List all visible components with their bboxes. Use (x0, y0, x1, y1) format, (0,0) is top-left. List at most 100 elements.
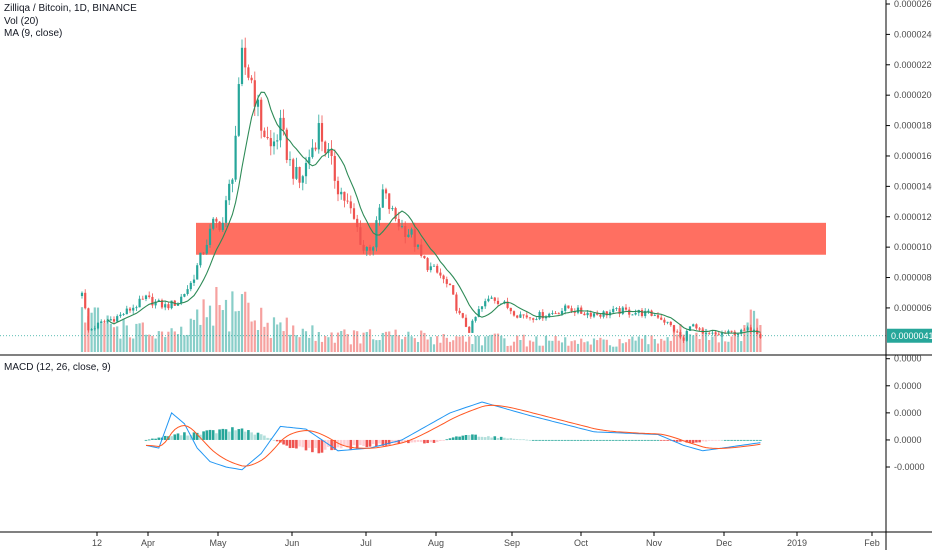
candle-body[interactable] (250, 77, 253, 81)
candle-body[interactable] (612, 308, 615, 313)
candle-body[interactable] (144, 295, 148, 300)
candle-body[interactable] (583, 313, 586, 316)
candle-body[interactable] (106, 320, 109, 322)
candle-body[interactable] (141, 298, 144, 300)
candle-body[interactable] (672, 325, 676, 332)
candle-body[interactable] (541, 312, 544, 319)
candle-body[interactable] (506, 301, 509, 308)
candle-body[interactable] (295, 166, 298, 179)
candle-body[interactable] (717, 333, 720, 335)
candle-body[interactable] (180, 296, 183, 304)
candle-body[interactable] (644, 310, 647, 317)
candle-body[interactable] (586, 312, 589, 316)
candle-body[interactable] (256, 99, 260, 107)
candle-body[interactable] (628, 309, 631, 315)
candle-body[interactable] (420, 244, 423, 256)
candle-body[interactable] (87, 308, 90, 331)
candle-body[interactable] (298, 166, 301, 183)
candle-body[interactable] (429, 266, 432, 271)
candle-body[interactable] (164, 304, 167, 308)
candle-body[interactable] (212, 218, 215, 229)
candle-body[interactable] (512, 311, 516, 316)
candle-body[interactable] (208, 228, 212, 245)
candle-body[interactable] (484, 301, 487, 307)
candle-body[interactable] (119, 314, 122, 317)
candle-body[interactable] (388, 193, 391, 210)
candle-body[interactable] (215, 218, 218, 222)
candle-body[interactable] (477, 309, 480, 317)
candle-body[interactable] (205, 244, 208, 254)
candle-body[interactable] (352, 208, 356, 219)
candle-body[interactable] (730, 330, 733, 332)
candle-body[interactable] (384, 189, 388, 194)
candle-body[interactable] (599, 314, 602, 317)
candle-body[interactable] (653, 315, 656, 317)
candle-body[interactable] (618, 308, 621, 314)
candle-body[interactable] (343, 191, 346, 201)
candle-body[interactable] (416, 244, 420, 247)
candle-body[interactable] (183, 293, 186, 297)
candle-body[interactable] (266, 136, 269, 139)
candle-body[interactable] (308, 157, 311, 164)
candle-body[interactable] (596, 313, 599, 315)
candle-body[interactable] (464, 317, 468, 327)
candle-body[interactable] (756, 330, 759, 335)
candle-body[interactable] (551, 313, 554, 314)
candle-body[interactable] (532, 318, 535, 320)
candle-body[interactable] (381, 189, 384, 208)
candle-body[interactable] (272, 141, 276, 147)
candle-body[interactable] (391, 208, 394, 210)
candle-body[interactable] (496, 300, 500, 304)
candle-body[interactable] (80, 292, 84, 297)
candle-body[interactable] (647, 310, 650, 312)
candle-body[interactable] (116, 316, 119, 322)
candle-body[interactable] (103, 321, 106, 323)
candle-body[interactable] (445, 279, 448, 284)
candle-body[interactable] (439, 272, 442, 276)
candle-body[interactable] (237, 84, 240, 136)
price-pane[interactable] (0, 37, 886, 352)
candle-body[interactable] (666, 321, 669, 323)
candle-body[interactable] (589, 312, 592, 317)
candle-body[interactable] (720, 332, 724, 335)
candle-body[interactable] (493, 297, 496, 301)
candle-body[interactable] (221, 222, 224, 230)
candle-body[interactable] (634, 312, 637, 315)
candle-body[interactable] (471, 320, 474, 333)
candle-body[interactable] (186, 289, 189, 294)
candle-body[interactable] (138, 298, 141, 308)
candle-body[interactable] (698, 328, 701, 330)
candle-body[interactable] (548, 313, 551, 317)
candle-body[interactable] (516, 315, 519, 318)
candle-body[interactable] (564, 305, 567, 311)
candle-body[interactable] (199, 252, 202, 266)
candle-body[interactable] (167, 304, 170, 309)
candle-body[interactable] (394, 208, 397, 219)
candle-body[interactable] (682, 337, 685, 341)
candle-body[interactable] (522, 314, 525, 316)
candle-body[interactable] (727, 330, 730, 334)
macd-pane[interactable] (144, 401, 762, 471)
candle-body[interactable] (410, 229, 413, 235)
candle-body[interactable] (432, 265, 436, 267)
candle-body[interactable] (605, 311, 608, 316)
candle-body[interactable] (397, 218, 400, 227)
candle-body[interactable] (400, 226, 404, 227)
candle-body[interactable] (288, 159, 292, 161)
candle-body[interactable] (93, 328, 96, 330)
candle-body[interactable] (132, 307, 135, 311)
candle-body[interactable] (128, 308, 132, 311)
candle-body[interactable] (282, 117, 285, 130)
candle-body[interactable] (109, 319, 112, 321)
candle-body[interactable] (157, 300, 160, 302)
candle-body[interactable] (234, 135, 237, 180)
candle-body[interactable] (560, 310, 564, 315)
candle-body[interactable] (218, 221, 221, 230)
candle-body[interactable] (260, 99, 263, 131)
candle-body[interactable] (362, 244, 365, 251)
candle-body[interactable] (474, 316, 477, 321)
candle-body[interactable] (84, 292, 87, 309)
candle-body[interactable] (461, 313, 464, 318)
candle-body[interactable] (455, 294, 458, 311)
candle-body[interactable] (378, 207, 381, 221)
